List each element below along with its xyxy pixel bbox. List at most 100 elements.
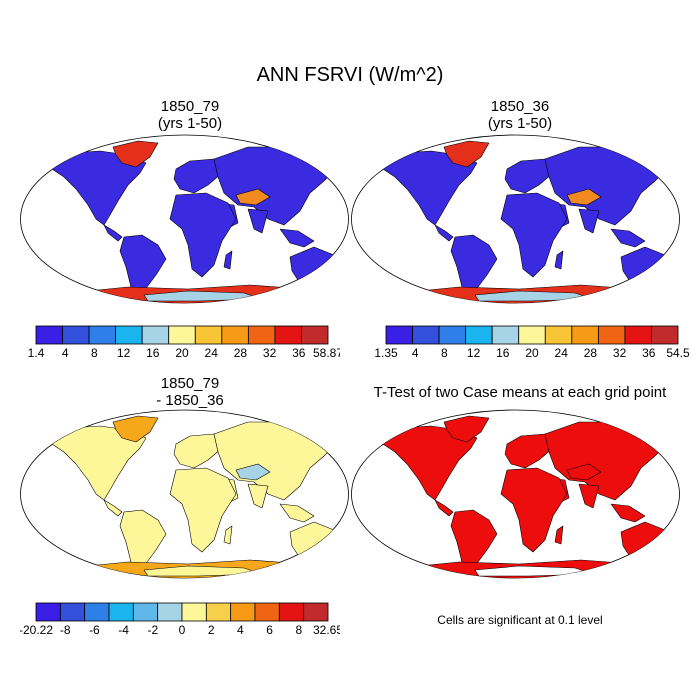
colorbar-swatch (301, 325, 329, 345)
colorbar-tick-label: 28 (584, 346, 598, 360)
colorbar-tick-label: 32.65 (313, 623, 340, 637)
colorbar-tick-label: 36 (642, 346, 656, 360)
continent-central-america (103, 499, 123, 517)
colorbar-swatch (168, 325, 196, 345)
panel-2-title-line1: 1850_36 (490, 98, 550, 115)
colorbar-swatch (518, 325, 546, 345)
colorbar-tick-label: 20 (525, 346, 539, 360)
continent-india (578, 483, 600, 509)
colorbar-swatch (385, 325, 413, 345)
continent-europe (504, 158, 554, 194)
continent-central-america (434, 499, 454, 517)
continent-europe (173, 433, 223, 469)
colorbar-swatch (157, 602, 183, 622)
colorbar-swatch (62, 325, 90, 345)
colorbar-swatch (141, 325, 170, 345)
colorbar-swatch (88, 325, 117, 345)
colorbar-tick-label: 4 (62, 346, 69, 360)
map-panel-difference (20, 409, 349, 579)
colorbar-tick-label: 16 (496, 346, 510, 360)
colorbar-swatch (412, 325, 440, 345)
continent-southeast-asia (610, 228, 646, 248)
colorbar-tick-label: 36 (292, 346, 306, 360)
colorbar-tick-label: 16 (146, 346, 160, 360)
colorbar-tick-label: 8 (295, 623, 302, 637)
colorbar-swatch (274, 325, 302, 345)
colorbar-tick-label: 0 (179, 623, 186, 637)
continent-north-america (378, 425, 478, 501)
colorbar-swatch (35, 325, 63, 345)
colorbar-tick-label: 1.4 (28, 346, 45, 360)
colorbar-tick-label: 24 (205, 346, 219, 360)
colorbar-swatch (84, 602, 110, 622)
colorbar-tick-label: 2 (208, 623, 215, 637)
panel-3-title-line2: - 1850_36 (156, 392, 224, 409)
continent-india (578, 208, 600, 234)
continent-greenland (112, 140, 159, 168)
continent-greenland (112, 415, 159, 443)
colorbar-tick-label: -4 (118, 623, 129, 637)
colorbar-panel-2: 1.35 4 8 12 16 20 24 28 32 36 54.5 (374, 325, 690, 360)
continent-india (247, 208, 269, 234)
main-title: ANN FSRVI (W/m^2) (256, 64, 444, 86)
panel-1-title-line2: (yrs 1-50) (157, 115, 223, 132)
continent-madagascar (223, 250, 233, 270)
colorbar-tick-label: 8 (91, 346, 98, 360)
colorbar-tick-label: 12 (117, 346, 131, 360)
continent-africa (169, 467, 237, 553)
map-panel-ttest (351, 409, 680, 579)
colorbar-tick-label: 4 (412, 346, 419, 360)
colorbar-swatch (115, 325, 143, 345)
colorbar-tick-label: 4 (237, 623, 244, 637)
colorbar-swatch (438, 325, 467, 345)
continent-central-america (434, 224, 454, 242)
continent-new-zealand (337, 284, 345, 298)
continent-north-america (378, 150, 478, 226)
continent-tibet-plateau (235, 188, 271, 206)
colorbar-swatch (205, 602, 232, 622)
continent-europe (504, 433, 554, 469)
colorbar-panel-1: 1.4 4 8 12 16 20 24 28 32 36 58.87 (28, 325, 340, 360)
continent-central-america (103, 224, 123, 242)
continent-north-america (47, 150, 147, 226)
colorbar-tick-label: -6 (89, 623, 100, 637)
colorbar-swatch (465, 325, 493, 345)
colorbar-tick-label: 8 (441, 346, 448, 360)
colorbar-swatch (132, 602, 159, 622)
continent-tibet-plateau (235, 463, 271, 481)
colorbar-swatch (624, 325, 652, 345)
colorbar-tick-label: -2 (147, 623, 158, 637)
map-panel-1850-79 (20, 134, 349, 304)
continent-southeast-asia (279, 228, 315, 248)
colorbar-swatch (571, 325, 599, 345)
significance-note: Cells are significant at 0.1 level (437, 613, 603, 627)
colorbar-tick-label: 12 (467, 346, 481, 360)
colorbar-swatch (194, 325, 223, 345)
panel-1-title-line1: 1850_79 (160, 98, 220, 115)
colorbar-swatch (35, 602, 61, 622)
panel-2-title: 1850_36 (yrs 1-50) (360, 98, 680, 132)
panel-4-title: T-Test of two Case means at each grid po… (373, 384, 667, 401)
map-panel-1850-36 (351, 134, 680, 304)
colorbar-tick-label: 58.87 (313, 346, 340, 360)
colorbar-tick-label: -8 (60, 623, 71, 637)
colorbar-swatch (221, 325, 249, 345)
continent-southeast-asia (279, 503, 315, 523)
colorbar-tick-label: 6 (266, 623, 273, 637)
continent-india (247, 483, 269, 509)
colorbar-swatch (108, 602, 134, 622)
continent-madagascar (223, 525, 233, 545)
colorbar-tick-label: 54.5 (666, 346, 690, 360)
continent-greenland (443, 140, 490, 168)
continent-madagascar (554, 525, 564, 545)
colorbar-swatch (247, 325, 276, 345)
colorbar-tick-label: 28 (234, 346, 248, 360)
colorbar-swatch (491, 325, 520, 345)
colorbar-tick-label: 32 (263, 346, 277, 360)
colorbar-swatch (651, 325, 679, 345)
colorbar-swatch (303, 602, 329, 622)
colorbar-swatch (59, 602, 86, 622)
continent-madagascar (554, 250, 564, 270)
continent-tibet-plateau (566, 188, 602, 206)
colorbar-swatch (544, 325, 573, 345)
